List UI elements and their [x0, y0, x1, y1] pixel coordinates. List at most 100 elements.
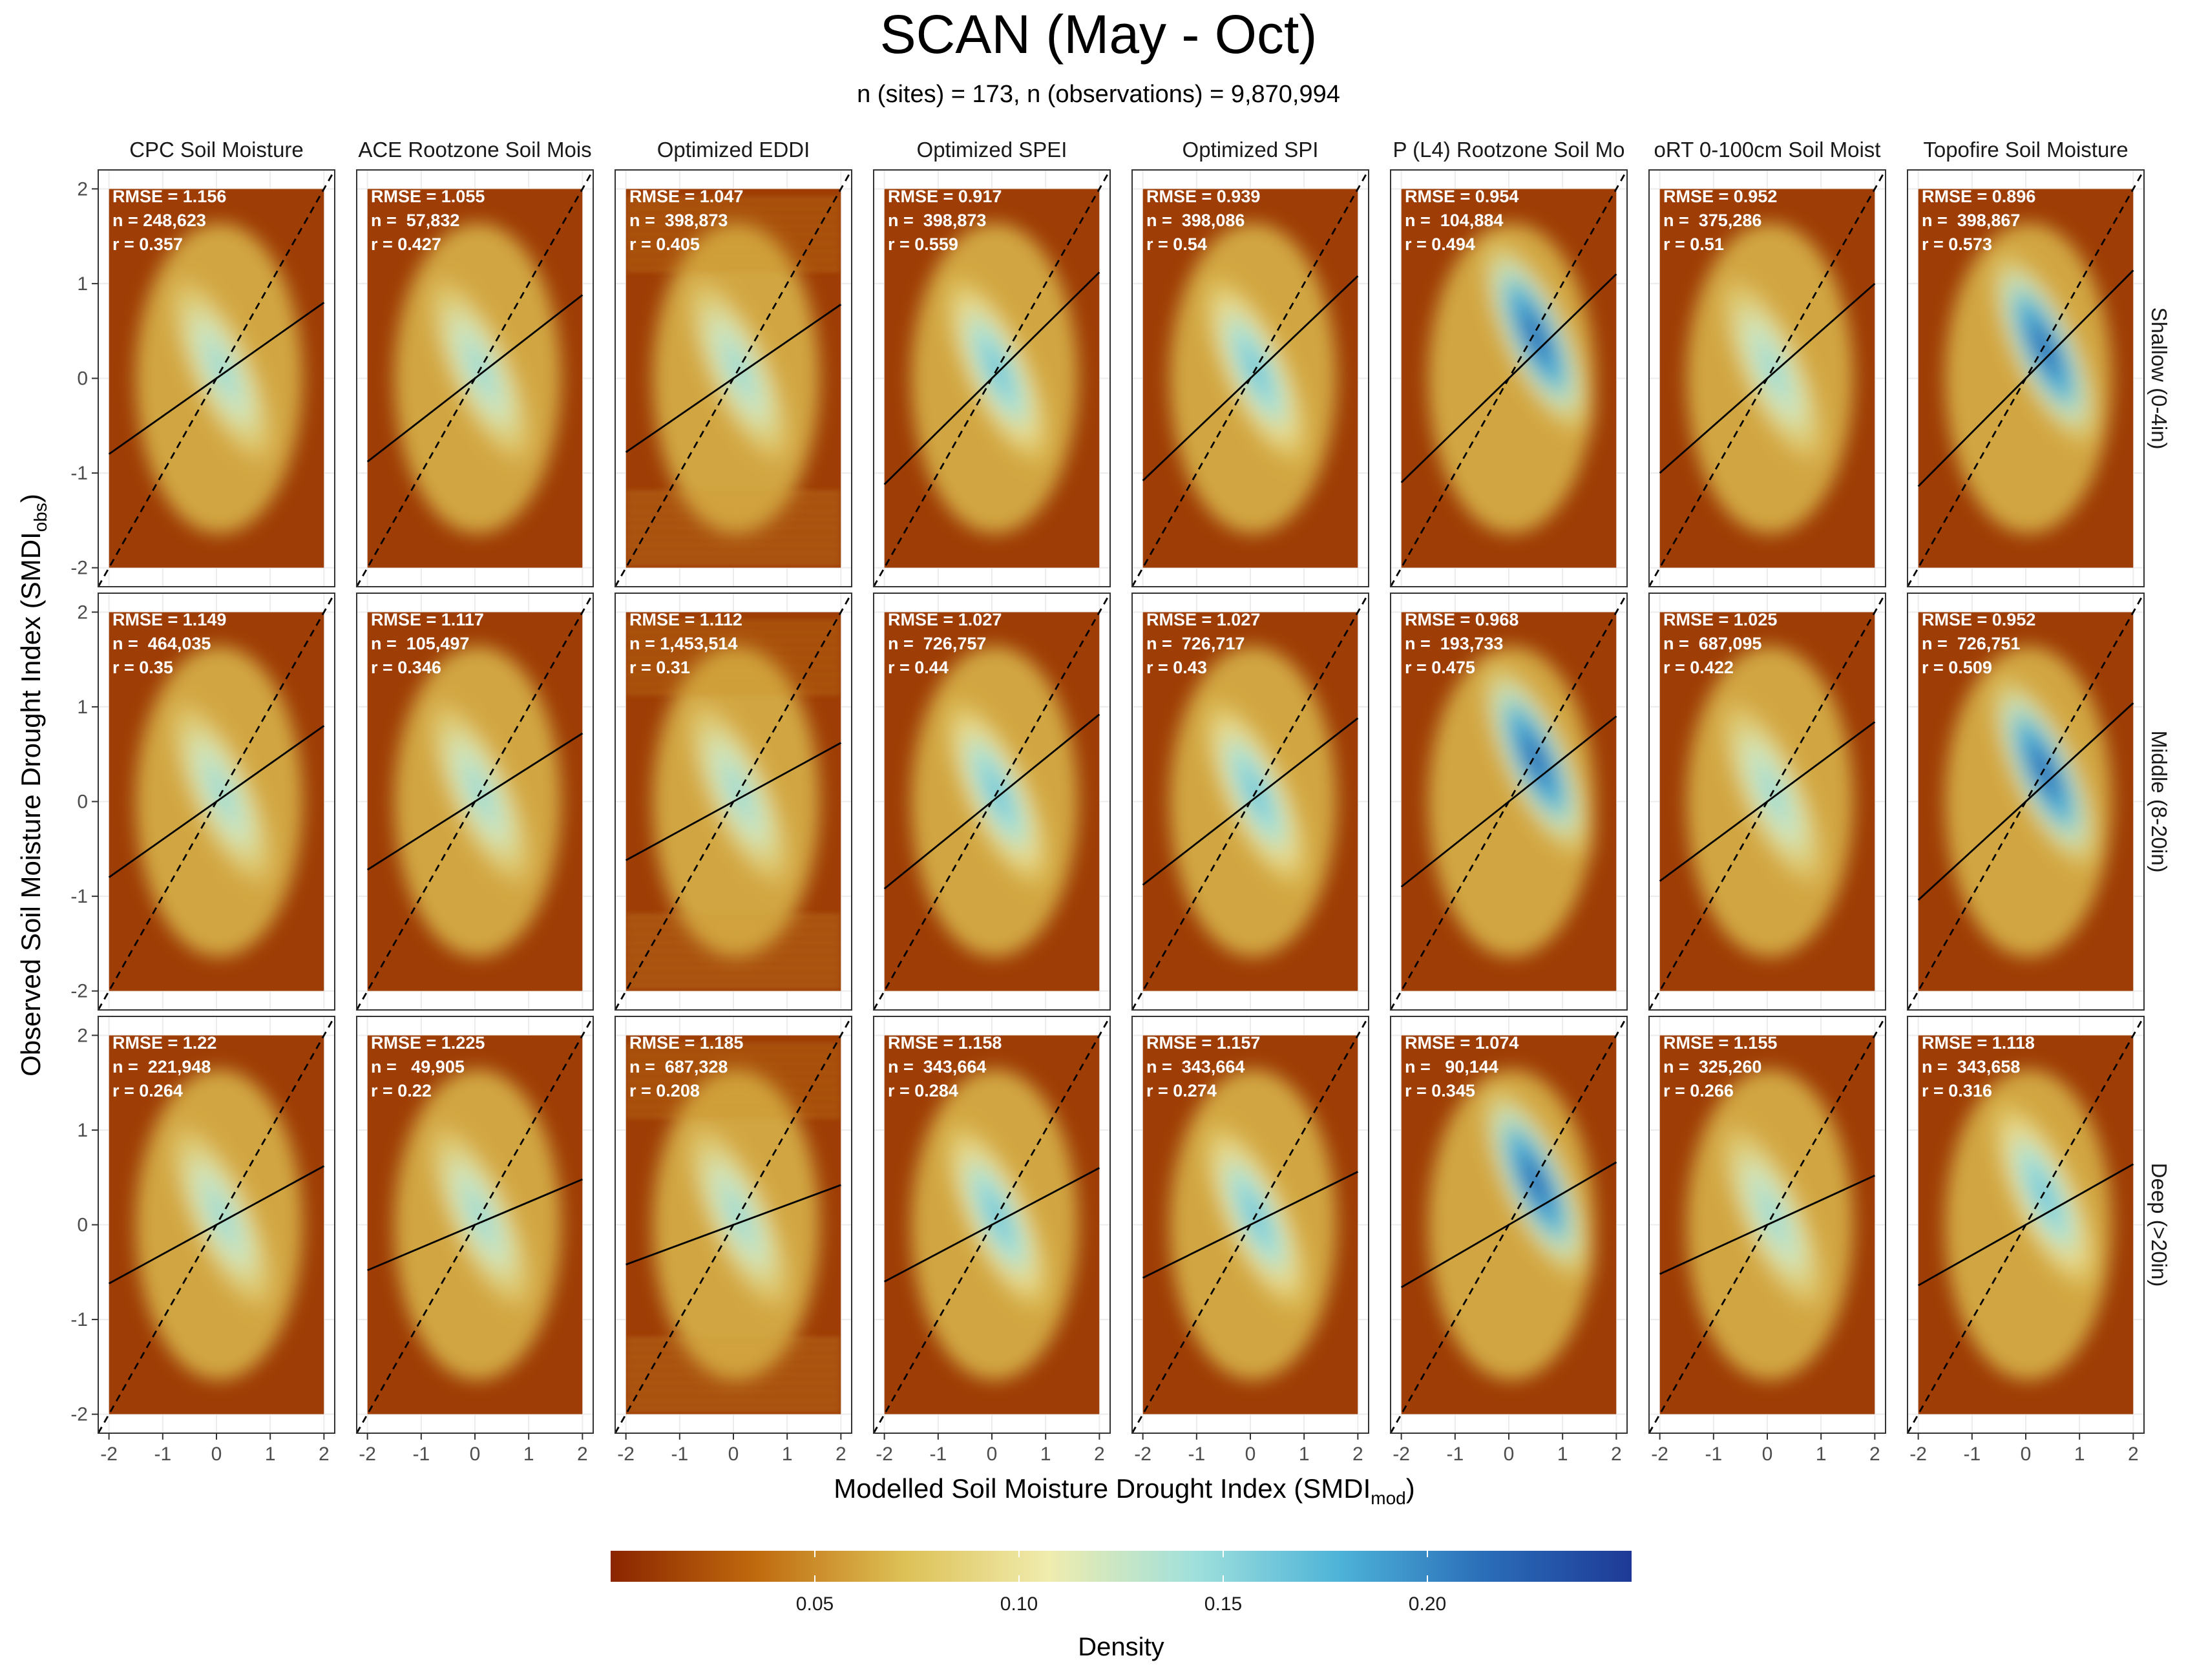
stat-value: 1.055	[441, 187, 485, 206]
column-label: CPC Soil Moisture	[129, 138, 304, 162]
x-tick-label: -2	[359, 1444, 376, 1465]
stripe	[625, 974, 841, 979]
y-tick-label: 2	[77, 178, 88, 200]
stat-n: n = 57,832	[371, 211, 459, 230]
stat-value: 1.047	[700, 187, 744, 206]
x-tick-label: -2	[876, 1444, 893, 1465]
stat-value: 0.51	[1690, 235, 1724, 254]
stat-r: r = 0.573	[1922, 235, 1992, 254]
stat-rmse: RMSE = 1.185	[629, 1033, 743, 1053]
x-tick-label: 2	[836, 1444, 846, 1465]
y-tick-label: 0	[77, 1215, 88, 1236]
y-tick-label: 2	[77, 602, 88, 623]
x-tick-label: 1	[782, 1444, 793, 1465]
stat-value: 1.155	[1734, 1033, 1778, 1053]
stat-n: n = 464,035	[112, 634, 211, 653]
stat-label: n =	[1922, 211, 1952, 230]
density-cloud	[1945, 646, 2112, 957]
stat-value: 1.158	[958, 1033, 1002, 1053]
stat-n: n = 726,751	[1922, 634, 2020, 653]
y-tick-label: 1	[77, 697, 88, 718]
stat-value: 0.316	[1948, 1081, 1992, 1100]
stripe	[625, 1372, 841, 1377]
stat-value: 0.264	[139, 1081, 183, 1100]
stripe	[625, 1096, 841, 1100]
y-tick-label: 1	[77, 1120, 88, 1141]
x-tick-label: -1	[1963, 1444, 1981, 1465]
stripe	[625, 500, 841, 505]
density-stripes	[625, 198, 841, 564]
density-layer	[1401, 189, 1617, 568]
stripe	[625, 958, 841, 962]
stat-value: 0.952	[1992, 610, 2036, 629]
stat-value: 1.22	[183, 1033, 217, 1053]
stat-label: r =	[371, 1081, 397, 1100]
stripe	[625, 655, 841, 660]
stripe	[625, 249, 841, 254]
regression-line	[108, 1165, 325, 1285]
stat-value: 0.345	[1431, 1081, 1475, 1100]
stat-label: RMSE =	[1663, 187, 1734, 206]
stat-value: 1.156	[183, 187, 227, 206]
stat-value: 726,757	[918, 634, 986, 653]
y-tick-label: 1	[77, 273, 88, 295]
stat-rmse: RMSE = 0.954	[1405, 187, 1519, 206]
stat-label: r =	[1146, 235, 1173, 254]
stat-label: RMSE =	[112, 610, 183, 629]
x-tick-label: 0	[987, 1444, 998, 1465]
stat-value: 0.475	[1431, 658, 1475, 677]
stat-value: 1.118	[1992, 1033, 2035, 1053]
stat-r: r = 0.22	[371, 1081, 432, 1100]
stat-value: 325,260	[1694, 1057, 1761, 1076]
panel-border	[1907, 593, 2145, 1011]
y-tick-label: -2	[70, 558, 88, 579]
stat-label: r =	[1922, 235, 1948, 254]
stripe	[625, 915, 841, 919]
x-axis-title-close: )	[1406, 1473, 1415, 1504]
stat-rmse: RMSE = 0.968	[1405, 610, 1519, 629]
stripe	[625, 923, 841, 928]
x-tick-label: 0	[1245, 1444, 1256, 1465]
stat-value: 343,664	[1177, 1057, 1245, 1076]
stat-label: r =	[1663, 658, 1690, 677]
y-tick-label: 0	[77, 368, 88, 390]
stat-rmse: RMSE = 1.155	[1663, 1033, 1777, 1053]
stripe	[625, 1087, 841, 1091]
stripe	[625, 224, 841, 228]
stripe	[625, 258, 841, 262]
stripe	[625, 681, 841, 686]
density-cloud	[1428, 1069, 1599, 1380]
stat-label: r =	[112, 235, 139, 254]
stat-label: RMSE =	[371, 187, 441, 206]
stripe	[625, 966, 841, 971]
x-tick-label: 2	[1611, 1444, 1622, 1465]
stat-n: n = 221,948	[112, 1057, 211, 1076]
stat-n: n = 248,623	[112, 211, 206, 230]
column-label: Optimized SPI	[1183, 138, 1319, 162]
regression-line	[1142, 275, 1359, 481]
stripe	[625, 1355, 841, 1360]
stat-value: 398,873	[660, 211, 728, 230]
x-tick-label: 0	[1504, 1444, 1515, 1465]
stat-n: n = 343,664	[888, 1057, 986, 1076]
stripe	[625, 1078, 841, 1083]
stat-label: RMSE =	[371, 1033, 441, 1053]
stat-n: n = 687,328	[629, 1057, 728, 1076]
stat-rmse: RMSE = 0.939	[1146, 187, 1260, 206]
stat-label: r =	[1405, 235, 1431, 254]
stat-label: n =	[1146, 211, 1177, 230]
density-cloud	[1945, 223, 2112, 534]
y-axis-title-close: )	[16, 494, 46, 503]
stat-value: 90,144	[1435, 1057, 1498, 1076]
stripe	[625, 543, 841, 547]
stat-value: 1.025	[1734, 610, 1778, 629]
stat-rmse: RMSE = 1.047	[629, 187, 743, 206]
stat-label: RMSE =	[888, 610, 958, 629]
stat-label: n =	[112, 1057, 143, 1076]
stat-r: r = 0.264	[112, 1081, 183, 1100]
